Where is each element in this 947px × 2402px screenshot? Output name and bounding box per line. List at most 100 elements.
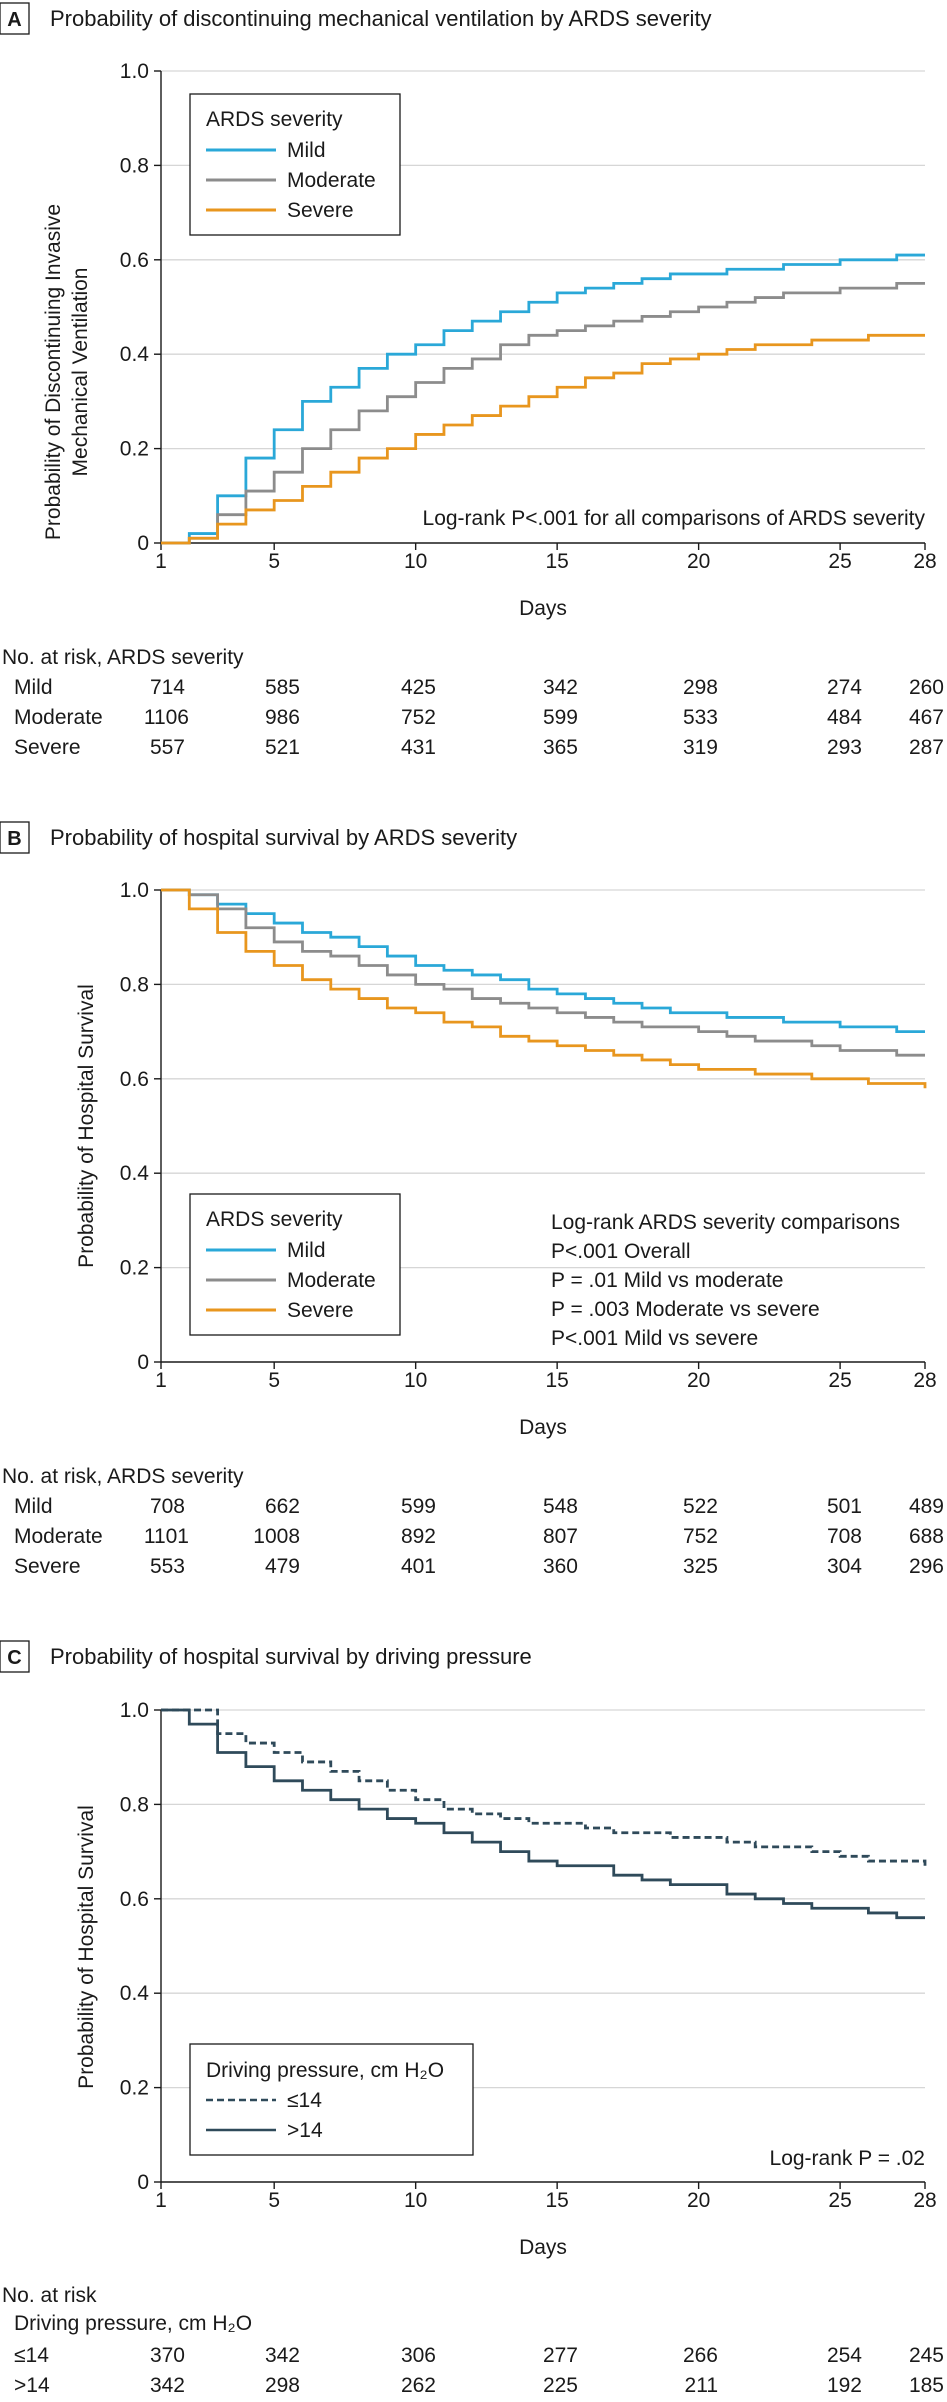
series-line-3 [161, 888, 927, 1089]
panel-a-risk-label-moderate: Moderate [14, 706, 103, 729]
x-tick-label: 5 [268, 2189, 280, 2212]
x-tick-label: 5 [268, 550, 280, 573]
panel-c-risk-label-gt14: >14 [14, 2374, 50, 2397]
panel-b-risk-value: 807 [543, 1525, 578, 1548]
panel-a-risk-value: 260 [909, 676, 944, 699]
y-tick-label: 1.0 [120, 60, 149, 83]
panel-a-letter: A [7, 9, 21, 31]
panel-b-risk-value: 479 [265, 1555, 300, 1578]
x-tick-label: 25 [828, 550, 851, 573]
panel-b-risk-value: 401 [401, 1555, 436, 1578]
y-tick-label: 0.2 [120, 2077, 149, 2100]
panel-a-annotation: Log-rank P<.001 for all comparisons of A… [423, 507, 926, 530]
panel-a-risk-value: 714 [150, 676, 185, 699]
series-line-2 [161, 282, 925, 545]
panel-b-risk-value: 325 [683, 1555, 718, 1578]
y-tick-label: 0.4 [120, 1982, 150, 2005]
y-tick-label: 0.4 [120, 1162, 150, 1185]
series-line-3 [161, 333, 925, 545]
panel-b-annotation-mild-severe: P<.001 Mild vs severe [551, 1327, 758, 1350]
panel-a-plot: 00.20.40.60.81.01 5 10 15 20 25 28 [120, 60, 937, 573]
y-tick-label: 1.0 [120, 879, 149, 902]
y-tick-label: 0.8 [120, 154, 149, 177]
series-line-2 [161, 888, 925, 1057]
panel-a-risk-value: 752 [401, 706, 436, 729]
panel-b-risk-value: 708 [150, 1495, 185, 1518]
panel-b-xlabel: Days [519, 1416, 567, 1439]
x-tick-label: 25 [828, 2189, 851, 2212]
panel-a-letter-box [0, 2, 30, 35]
panel-b-risk-value: 548 [543, 1495, 578, 1518]
panel-b-annotation-moderate-severe: P = .003 Moderate vs severe [551, 1298, 820, 1321]
panel-b-risk-value: 1101 [144, 1525, 189, 1548]
panel-c: C Probability of hospital survival by dr… [0, 1640, 944, 2397]
panel-c-xlabel: Days [519, 2236, 567, 2259]
panel-c-annotation: Log-rank P = .02 [770, 2147, 925, 2170]
panel-a-legend-label-moderate: Moderate [287, 169, 376, 192]
panel-a-risk-value: 319 [683, 736, 718, 759]
panel-a-risk-label-severe: Severe [14, 736, 81, 759]
panel-b-risk-table: No. at risk, ARDS severity Mild 708 662 … [2, 1465, 944, 1578]
panel-a-risk-value: 599 [543, 706, 578, 729]
panel-c-risk-value: 266 [683, 2344, 718, 2367]
panel-a-title: Probability of discontinuing mechanical … [50, 6, 712, 31]
panel-a-risk-value: 298 [683, 676, 718, 699]
panel-b-ylabel: Probability of Hospital Survival [75, 984, 98, 1268]
panel-c-plot: 00.20.40.60.81.01 5 10 15 20 25 28 [120, 1699, 937, 2212]
panel-b-risk-header: No. at risk, ARDS severity [2, 1465, 244, 1488]
y-tick-label: 0.6 [120, 1068, 149, 1091]
series-line-1 [161, 888, 925, 1033]
panel-b-risk-value: 752 [683, 1525, 718, 1548]
panel-a-risk-value: 431 [401, 736, 436, 759]
y-tick-label: 0 [137, 2171, 149, 2194]
x-tick-label: 10 [404, 2189, 427, 2212]
panel-a-risk-value: 533 [683, 706, 718, 729]
panel-c-risk-value: 370 [150, 2344, 185, 2367]
y-tick-label: 0.4 [120, 343, 150, 366]
series-line-1 [161, 1708, 927, 1866]
panel-c-risk-value: 342 [150, 2374, 185, 2397]
panel-a-risk-value: 425 [401, 676, 436, 699]
panel-b-risk-label-severe: Severe [14, 1555, 81, 1578]
panel-b-risk-value: 688 [909, 1525, 944, 1548]
panel-c-risk-value: 225 [543, 2374, 578, 2397]
x-tick-label: 25 [828, 1369, 851, 1392]
panel-a-legend-label-severe: Severe [287, 199, 354, 222]
x-tick-label: 10 [404, 550, 427, 573]
y-tick-label: 0.6 [120, 249, 149, 272]
panel-b-annotation-overall: P<.001 Overall [551, 1240, 691, 1263]
x-tick-label: 15 [545, 1369, 568, 1392]
panel-c-legend-label-le14: ≤14 [287, 2089, 322, 2112]
panel-b-ylabel-line-1: Probability of Hospital Survival [75, 984, 98, 1268]
panel-b-title: Probability of hospital survival by ARDS… [50, 825, 517, 850]
x-tick-label: 10 [404, 1369, 427, 1392]
panel-b-risk-label-mild: Mild [14, 1495, 53, 1518]
panel-a-risk-value: 274 [827, 676, 862, 699]
x-tick-label: 20 [687, 550, 710, 573]
panel-a-risk-value: 557 [150, 736, 185, 759]
panel-b-risk-value: 553 [150, 1555, 185, 1578]
panel-c-risk-value: 342 [265, 2344, 300, 2367]
panel-a-legend-label-mild: Mild [287, 139, 326, 162]
panel-a-risk-value: 585 [265, 676, 300, 699]
panel-a-risk-value: 484 [827, 706, 862, 729]
x-tick-label: 5 [268, 1369, 280, 1392]
panel-a-risk-value: 986 [265, 706, 300, 729]
panel-b-risk-value: 360 [543, 1555, 578, 1578]
x-tick-label: 20 [687, 2189, 710, 2212]
panel-a-risk-value: 342 [543, 676, 578, 699]
panel-b-annotation-mild-moderate: P = .01 Mild vs moderate [551, 1269, 783, 1292]
panel-b-risk-value: 522 [683, 1495, 718, 1518]
panel-b-letter-box [0, 821, 30, 854]
panel-c-title: Probability of hospital survival by driv… [50, 1644, 532, 1669]
panel-a-ylabel-line-2: Mechanical Ventilation [69, 268, 92, 477]
panel-c-legend-box [189, 2043, 474, 2156]
series-line-1 [161, 253, 925, 545]
x-tick-label: 28 [913, 2189, 936, 2212]
panel-c-ylabel: Probability of Hospital Survival [75, 1805, 98, 2089]
y-tick-label: 0.8 [120, 1793, 149, 1816]
panel-c-risk-value: 185 [909, 2374, 944, 2397]
panel-b-risk-value: 304 [827, 1555, 862, 1578]
panel-a-risk-label-mild: Mild [14, 676, 53, 699]
